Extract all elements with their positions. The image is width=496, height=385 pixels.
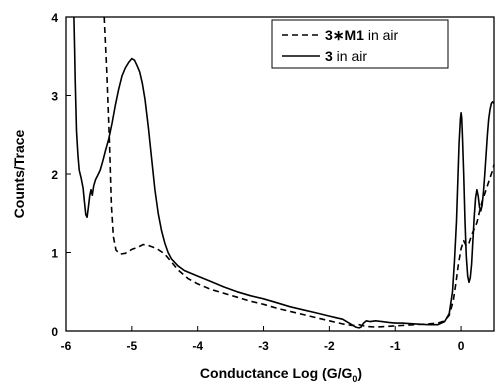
x-axis: -6 -5 -4 -3 -2 -1 0 <box>61 326 465 353</box>
x-tick-label: -6 <box>61 339 72 353</box>
y-tick-label: 3 <box>51 90 58 104</box>
x-tick-label: -3 <box>258 339 269 353</box>
series-layer <box>73 16 495 329</box>
plot-area: -6 -5 -4 -3 -2 -1 0 0 1 2 3 4 <box>51 11 495 353</box>
x-tick-label: -1 <box>390 339 401 353</box>
legend-entry-series-2: 3 in air <box>325 48 367 64</box>
legend-box <box>271 19 449 69</box>
y-tick-label: 2 <box>51 168 58 182</box>
x-tick-label: -4 <box>192 339 203 353</box>
y-tick-label: 0 <box>51 325 58 339</box>
x-tick-label: 0 <box>458 339 465 353</box>
y-axis: 0 1 2 3 4 <box>51 11 71 339</box>
y-tick-label: 4 <box>51 11 58 25</box>
x-tick-label: -2 <box>324 339 335 353</box>
legend-entry-series-1: 3∗M1 in air <box>325 27 399 43</box>
legend: 3∗M1 in air 3 in air <box>271 19 449 69</box>
x-axis-title: Conductance Log (G/G0) <box>200 365 362 384</box>
x-tick-label: -5 <box>127 339 138 353</box>
series-line-2 <box>73 16 495 329</box>
series-line-1 <box>103 16 495 328</box>
y-tick-label: 1 <box>51 247 58 261</box>
y-axis-title: Counts/Trace <box>11 129 27 218</box>
